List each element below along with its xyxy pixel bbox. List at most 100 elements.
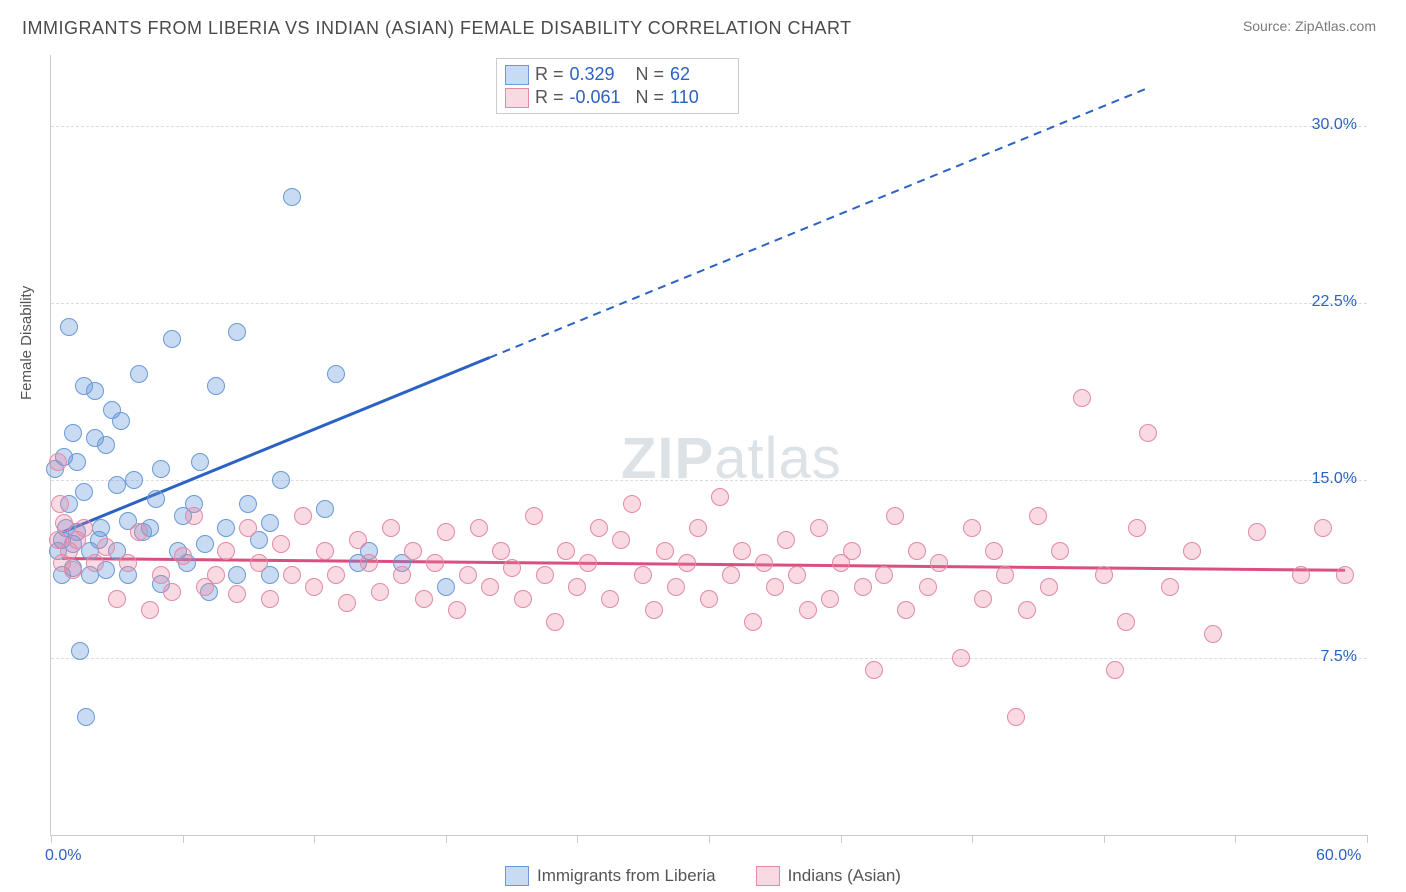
- data-point: [283, 188, 301, 206]
- data-point: [437, 523, 455, 541]
- data-point: [1095, 566, 1113, 584]
- x-tick: [709, 835, 710, 843]
- data-point: [612, 531, 630, 549]
- data-point: [250, 554, 268, 572]
- data-point: [371, 583, 389, 601]
- data-point: [1073, 389, 1091, 407]
- data-point: [191, 453, 209, 471]
- data-point: [974, 590, 992, 608]
- data-point: [217, 519, 235, 537]
- data-point: [108, 476, 126, 494]
- data-point: [821, 590, 839, 608]
- data-point: [667, 578, 685, 596]
- data-point: [283, 566, 301, 584]
- legend-swatch: [756, 866, 780, 886]
- data-point: [875, 566, 893, 584]
- x-tick: [577, 835, 578, 843]
- x-tick-label: 60.0%: [1316, 847, 1361, 865]
- legend-n-value: 62: [670, 64, 730, 85]
- data-point: [777, 531, 795, 549]
- legend-n-label: N =: [636, 64, 665, 85]
- legend-r-value: -0.061: [570, 87, 630, 108]
- data-point: [1128, 519, 1146, 537]
- data-point: [437, 578, 455, 596]
- data-point: [886, 507, 904, 525]
- data-point: [1292, 566, 1310, 584]
- data-point: [64, 424, 82, 442]
- legend-r-label: R =: [535, 64, 564, 85]
- data-point: [64, 561, 82, 579]
- x-tick: [314, 835, 315, 843]
- data-point: [963, 519, 981, 537]
- data-point: [294, 507, 312, 525]
- data-point: [930, 554, 948, 572]
- data-point: [426, 554, 444, 572]
- data-point: [733, 542, 751, 560]
- data-point: [744, 613, 762, 631]
- data-point: [799, 601, 817, 619]
- data-point: [722, 566, 740, 584]
- legend-n-label: N =: [636, 87, 665, 108]
- data-point: [207, 566, 225, 584]
- legend-swatch: [505, 866, 529, 886]
- x-tick: [841, 835, 842, 843]
- legend-swatch: [505, 88, 529, 108]
- data-point: [546, 613, 564, 631]
- source-attribution: Source: ZipAtlas.com: [1243, 18, 1376, 34]
- data-point: [1248, 523, 1266, 541]
- data-point: [68, 453, 86, 471]
- legend-n-value: 110: [670, 87, 730, 108]
- legend-correlation-row: R =-0.061N =110: [505, 86, 730, 109]
- data-point: [60, 318, 78, 336]
- data-point: [459, 566, 477, 584]
- data-point: [1336, 566, 1354, 584]
- regression-line: [62, 358, 490, 533]
- data-point: [568, 578, 586, 596]
- data-point: [51, 495, 69, 513]
- data-point: [536, 566, 554, 584]
- data-point: [766, 578, 784, 596]
- data-point: [590, 519, 608, 537]
- data-point: [217, 542, 235, 560]
- data-point: [503, 559, 521, 577]
- data-point: [514, 590, 532, 608]
- data-point: [1018, 601, 1036, 619]
- data-point: [112, 412, 130, 430]
- legend-series-item: Immigrants from Liberia: [505, 866, 716, 886]
- legend-correlation-row: R =0.329N =62: [505, 63, 730, 86]
- x-tick: [1235, 835, 1236, 843]
- data-point: [448, 601, 466, 619]
- data-point: [272, 535, 290, 553]
- data-point: [228, 566, 246, 584]
- data-point: [141, 601, 159, 619]
- data-point: [119, 554, 137, 572]
- data-point: [130, 523, 148, 541]
- data-point: [228, 323, 246, 341]
- x-tick: [1104, 835, 1105, 843]
- legend-swatch: [505, 65, 529, 85]
- x-tick: [1367, 835, 1368, 843]
- data-point: [645, 601, 663, 619]
- data-point: [525, 507, 543, 525]
- data-point: [185, 507, 203, 525]
- x-tick-label: 0.0%: [45, 847, 81, 865]
- data-point: [854, 578, 872, 596]
- x-tick: [446, 835, 447, 843]
- legend-series-item: Indians (Asian): [756, 866, 901, 886]
- data-point: [1314, 519, 1332, 537]
- data-point: [678, 554, 696, 572]
- data-point: [996, 566, 1014, 584]
- data-point: [305, 578, 323, 596]
- data-point: [492, 542, 510, 560]
- data-point: [601, 590, 619, 608]
- data-point: [689, 519, 707, 537]
- data-point: [75, 483, 93, 501]
- data-point: [382, 519, 400, 537]
- data-point: [75, 519, 93, 537]
- x-tick: [183, 835, 184, 843]
- x-tick: [51, 835, 52, 843]
- data-point: [656, 542, 674, 560]
- data-point: [1183, 542, 1201, 560]
- data-point: [92, 519, 110, 537]
- x-tick: [972, 835, 973, 843]
